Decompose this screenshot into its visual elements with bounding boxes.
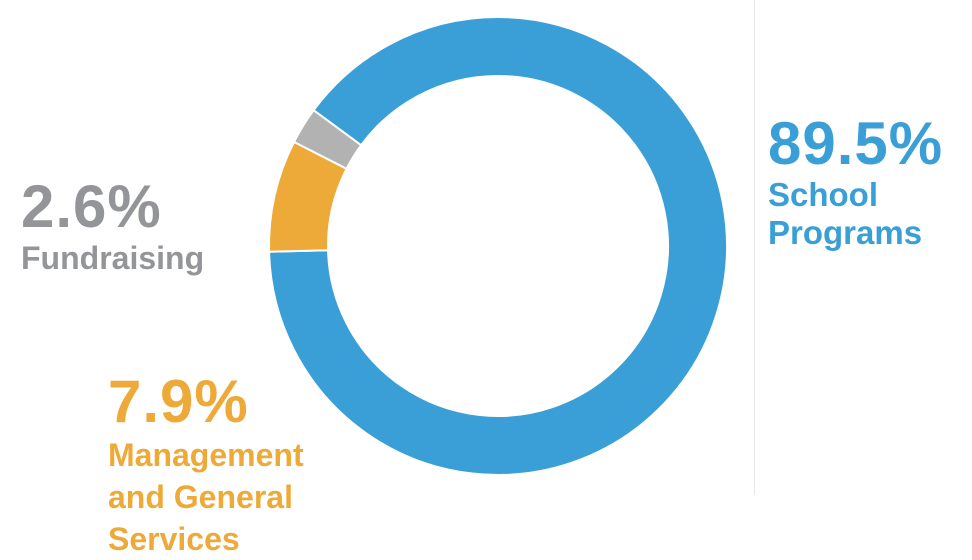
label-management-general: 7.9% Management and General Services [108, 370, 348, 560]
label-school-programs: 89.5% School Programs [768, 112, 958, 252]
fundraising-percent: 2.6% [21, 173, 162, 240]
school-programs-percent: 89.5% [768, 110, 944, 177]
slice-management-and-general-services [268, 140, 348, 253]
divider-line [754, 0, 755, 495]
management-percent: 7.9% [108, 368, 249, 435]
slice-school-programs [268, 16, 728, 476]
school-programs-name-line-1: School [768, 176, 879, 213]
label-fundraising: 2.6% Fundraising [21, 175, 204, 277]
fundraising-name: Fundraising [21, 240, 205, 276]
management-name-line-1: Management [108, 437, 304, 473]
management-name-line-3: Services [108, 521, 240, 557]
school-programs-name-line-2: Programs [768, 214, 923, 251]
management-name-line-2: and General [108, 479, 293, 515]
